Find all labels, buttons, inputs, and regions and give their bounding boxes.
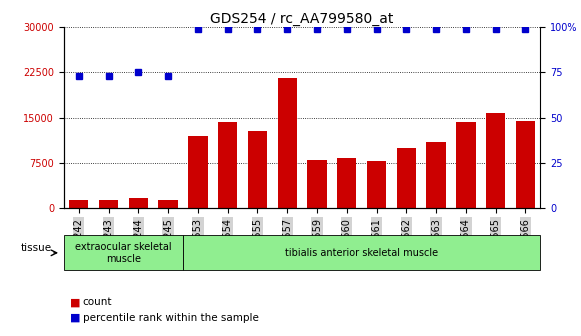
Bar (397, 148, 416, 208)
Bar (159, 201, 178, 208)
Bar (456, 122, 476, 208)
Text: extraocular skeletal
muscle: extraocular skeletal muscle (75, 242, 172, 264)
Text: tibialis anterior skeletal muscle: tibialis anterior skeletal muscle (285, 248, 438, 258)
Bar (337, 158, 357, 208)
Bar (516, 121, 535, 208)
Text: percentile rank within the sample: percentile rank within the sample (83, 312, 259, 323)
Text: tissue: tissue (21, 243, 52, 253)
Bar (248, 131, 267, 208)
Text: ■: ■ (70, 297, 80, 307)
Bar (218, 122, 238, 208)
Text: ■: ■ (70, 312, 80, 323)
Bar (486, 113, 505, 208)
Bar (69, 201, 88, 208)
Bar (99, 200, 119, 208)
Bar (307, 160, 327, 208)
Bar (188, 136, 207, 208)
Bar (278, 78, 297, 208)
Bar (128, 198, 148, 208)
Bar (367, 161, 386, 208)
Bar (426, 142, 446, 208)
Text: count: count (83, 297, 112, 307)
Title: GDS254 / rc_AA799580_at: GDS254 / rc_AA799580_at (210, 12, 394, 26)
